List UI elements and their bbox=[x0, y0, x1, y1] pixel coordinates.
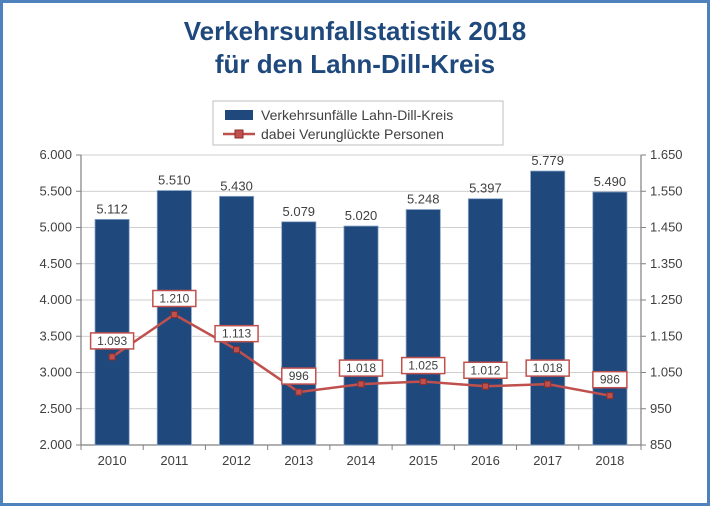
x-category-label: 2012 bbox=[222, 453, 251, 468]
right-axis-tick: 1.550 bbox=[650, 183, 683, 198]
bar-value-label: 5.079 bbox=[283, 204, 316, 219]
bar bbox=[219, 196, 253, 445]
bar-value-label: 5.490 bbox=[594, 174, 627, 189]
line-value-label: 1.210 bbox=[159, 292, 189, 306]
line-marker bbox=[234, 347, 240, 353]
right-axis-tick: 950 bbox=[650, 401, 672, 416]
bar bbox=[344, 226, 378, 445]
line-marker bbox=[607, 393, 613, 399]
line-marker bbox=[420, 379, 426, 385]
chart-frame: Verkehrsunfallstatistik 2018 für den Lah… bbox=[0, 0, 710, 506]
bar-value-label: 5.779 bbox=[531, 153, 564, 168]
title-line-1: Verkehrsunfallstatistik 2018 bbox=[3, 15, 707, 48]
left-axis-tick: 5.500 bbox=[39, 183, 72, 198]
bar bbox=[406, 210, 440, 445]
right-axis-tick: 1.450 bbox=[650, 220, 683, 235]
left-axis-tick: 2.000 bbox=[39, 437, 72, 452]
line-value-label: 1.018 bbox=[533, 361, 563, 375]
title-line-2: für den Lahn-Dill-Kreis bbox=[3, 48, 707, 81]
bar-value-label: 5.397 bbox=[469, 181, 502, 196]
right-axis-tick: 1.350 bbox=[650, 256, 683, 271]
line-marker bbox=[171, 312, 177, 318]
right-axis-tick: 850 bbox=[650, 437, 672, 452]
bar-value-label: 5.020 bbox=[345, 208, 378, 223]
bar-value-label: 5.430 bbox=[220, 178, 253, 193]
left-axis-tick: 4.500 bbox=[39, 256, 72, 271]
line-marker bbox=[296, 389, 302, 395]
left-axis-tick: 4.000 bbox=[39, 292, 72, 307]
line-marker bbox=[358, 381, 364, 387]
bar-value-label: 5.510 bbox=[158, 173, 191, 188]
x-category-label: 2013 bbox=[284, 453, 313, 468]
line-value-label: 996 bbox=[289, 369, 309, 383]
bar bbox=[282, 222, 316, 445]
x-category-label: 2018 bbox=[595, 453, 624, 468]
right-axis-tick: 1.250 bbox=[650, 292, 683, 307]
line-value-label: 1.025 bbox=[408, 359, 438, 373]
right-axis-tick: 1.150 bbox=[650, 328, 683, 343]
line-marker bbox=[545, 381, 551, 387]
legend-line-marker bbox=[235, 130, 243, 138]
line-marker bbox=[482, 383, 488, 389]
bar-value-label: 5.112 bbox=[96, 201, 128, 216]
chart-svg: Verkehrsunfälle Lahn-Dill-Kreis dabei Ver… bbox=[33, 99, 683, 489]
line-marker bbox=[109, 354, 115, 360]
left-axis-tick: 2.500 bbox=[39, 401, 72, 416]
line-value-label: 1.093 bbox=[97, 334, 127, 348]
line-value-label: 1.018 bbox=[346, 361, 376, 375]
left-axis-tick: 6.000 bbox=[39, 147, 72, 162]
x-category-label: 2010 bbox=[98, 453, 127, 468]
right-axis-tick: 1.650 bbox=[650, 147, 683, 162]
x-category-label: 2017 bbox=[533, 453, 562, 468]
x-category-label: 2014 bbox=[347, 453, 376, 468]
line-value-label: 986 bbox=[600, 373, 620, 387]
legend-bars-label: Verkehrsunfälle Lahn-Dill-Kreis bbox=[261, 107, 453, 123]
bar-value-label: 5.248 bbox=[407, 192, 440, 207]
chart-area: Verkehrsunfälle Lahn-Dill-Kreis dabei Ver… bbox=[33, 99, 677, 483]
right-axis-tick: 1.050 bbox=[650, 365, 683, 380]
left-axis-tick: 3.000 bbox=[39, 365, 72, 380]
chart-title: Verkehrsunfallstatistik 2018 für den Lah… bbox=[3, 3, 707, 80]
x-category-label: 2015 bbox=[409, 453, 438, 468]
bar bbox=[531, 171, 565, 445]
left-axis-tick: 3.500 bbox=[39, 328, 72, 343]
left-axis-tick: 5.000 bbox=[39, 220, 72, 235]
bar bbox=[468, 199, 502, 445]
x-category-label: 2016 bbox=[471, 453, 500, 468]
legend-bar-swatch bbox=[225, 110, 253, 120]
x-category-label: 2011 bbox=[160, 453, 188, 468]
line-value-label: 1.113 bbox=[222, 327, 251, 341]
line-value-label: 1.012 bbox=[470, 363, 500, 377]
bar bbox=[593, 192, 627, 445]
legend-line-label: dabei Verunglückte Personen bbox=[261, 126, 444, 142]
